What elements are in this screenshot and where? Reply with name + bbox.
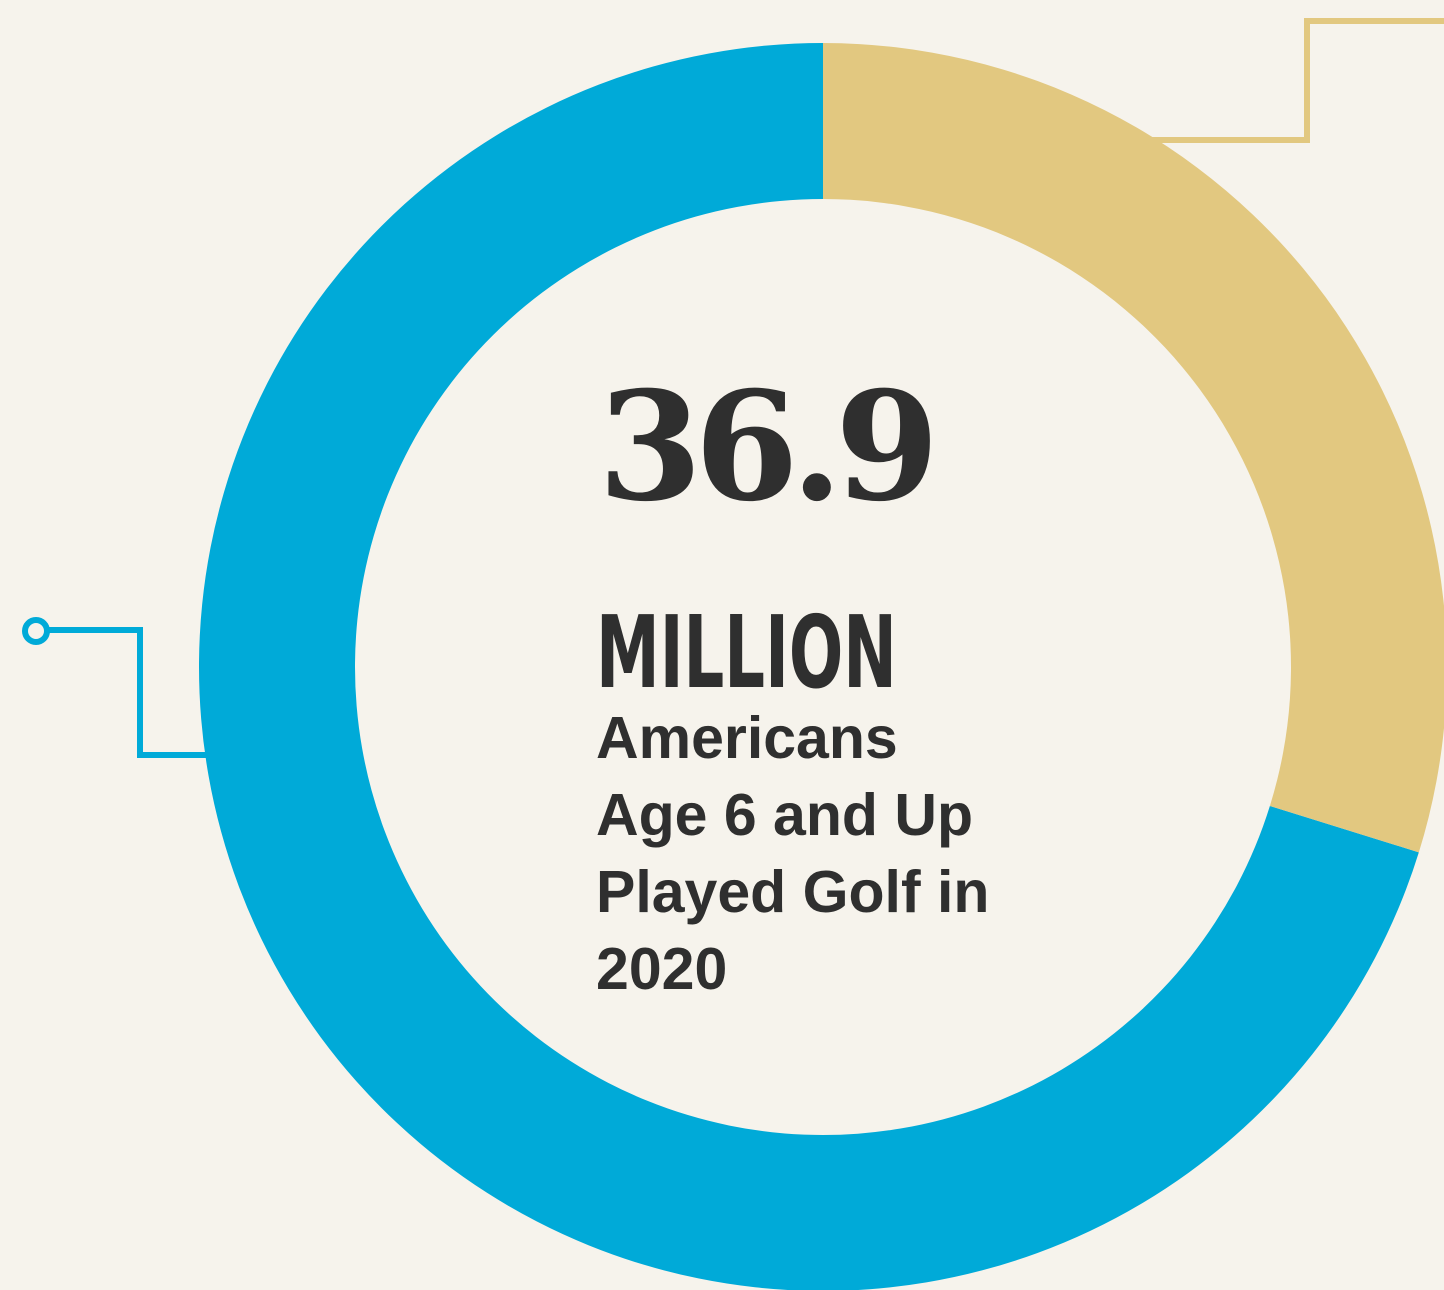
callout-leader-right: [1150, 18, 1444, 143]
caption-line: Americans: [596, 705, 898, 771]
caption-line: Age 6 and Up: [596, 782, 973, 848]
donut-slice-2: [823, 43, 1444, 853]
donut-slices: [199, 43, 1444, 1290]
callout-leaders: [22, 18, 1444, 758]
headline-caption: Americans Age 6 and Up Played Golf in 20…: [596, 700, 1116, 1008]
caption-line: Played Golf in: [596, 859, 990, 925]
callout-leader-left-dot: [22, 617, 50, 645]
headline-number: 36.9: [598, 359, 939, 535]
callout-leader-left: [48, 627, 214, 758]
caption-line: 2020: [596, 936, 728, 1002]
headline-unit: MILLION: [596, 594, 897, 711]
